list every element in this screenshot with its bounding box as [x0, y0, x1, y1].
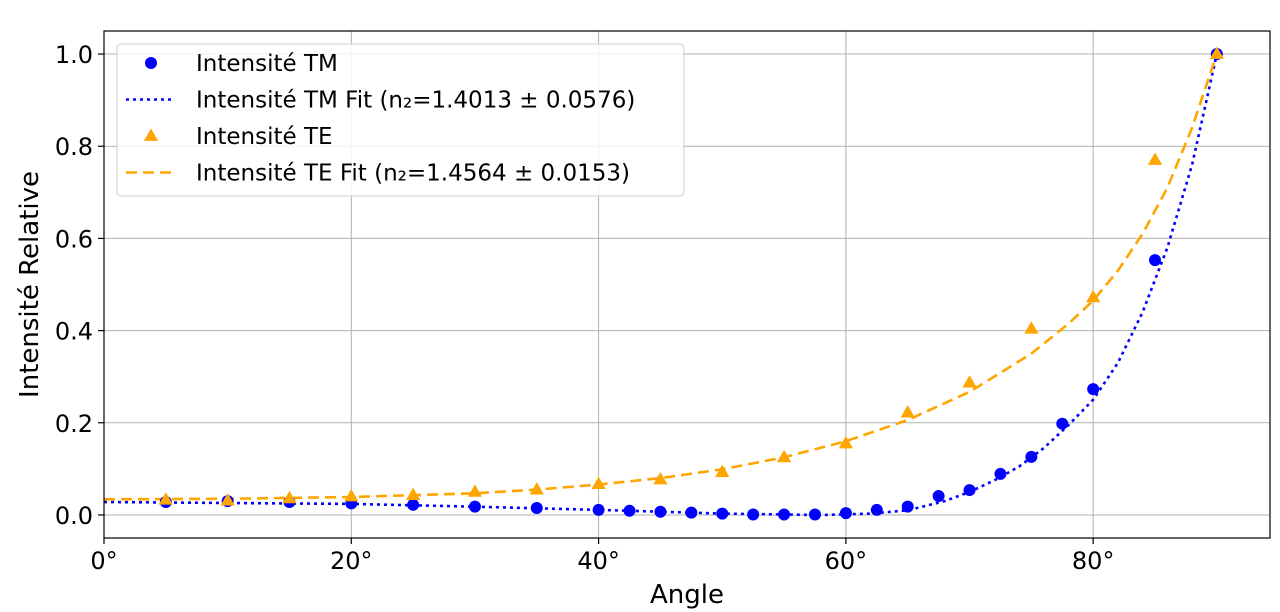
plot-frame — [103, 30, 1271, 539]
data-point — [1209, 46, 1224, 59]
legend-item: Intensité TM — [145, 51, 338, 77]
data-point — [220, 493, 235, 506]
data-point — [1025, 450, 1038, 463]
legend-marker — [143, 128, 159, 141]
data-point — [778, 508, 791, 521]
x-axis-label: Angle — [650, 580, 724, 610]
legend-item: Intensité TE Fit (n₂=1.4564 ± 0.0153) — [126, 161, 630, 187]
series-3 — [103, 53, 1219, 501]
data-point — [715, 464, 730, 477]
x-tick-label: 20° — [330, 547, 373, 575]
data-point — [838, 436, 854, 449]
fit-line — [103, 53, 1219, 517]
data-point — [530, 502, 543, 515]
legend-label: Intensité TM — [196, 51, 338, 77]
data-point — [1087, 383, 1100, 396]
y-tick-label: 1.0 — [55, 41, 93, 69]
data-point — [901, 500, 914, 513]
x-tick-label: 0° — [90, 547, 117, 575]
legend-box — [116, 43, 685, 197]
data-point — [1056, 417, 1069, 430]
legend-item: Intensité TM Fit (n₂=1.4013 ± 0.0576) — [126, 88, 635, 114]
data-point — [405, 487, 421, 501]
data-point — [653, 471, 668, 485]
data-point — [1147, 152, 1163, 165]
data-point — [994, 467, 1007, 480]
y-tick-label: 0.6 — [55, 225, 93, 253]
data-point — [932, 490, 945, 503]
data-point — [962, 375, 977, 388]
data-point — [592, 503, 605, 516]
series-2 — [158, 46, 1224, 506]
y-axis: 0.0 0.2 0.4 0.6 0.8 1.0 — [55, 41, 104, 530]
data-point — [591, 476, 606, 489]
y-tick-label: 0.2 — [55, 410, 93, 438]
legend-label: Intensité TE — [196, 124, 333, 150]
x-tick-label: 40° — [577, 547, 620, 575]
data-point — [407, 498, 420, 511]
legend-label: Intensité TM Fit (n₂=1.4013 ± 0.0576) — [196, 88, 635, 114]
data-point — [716, 507, 729, 520]
x-tick-label: 60° — [825, 547, 868, 575]
data-point — [1086, 289, 1101, 303]
x-axis: 0° 20° 40° 60° 80° — [90, 538, 1114, 575]
y-tick-label: 0.8 — [55, 133, 93, 161]
data-point — [344, 489, 359, 502]
data-point — [468, 500, 481, 513]
fit-line — [103, 53, 1219, 501]
legend-item: Intensité TE — [143, 124, 333, 150]
data-point — [158, 492, 173, 505]
y-tick-label: 0.4 — [55, 318, 93, 346]
data-point — [467, 484, 483, 497]
series-layer — [103, 46, 1224, 521]
data-point — [747, 508, 760, 521]
series-1 — [103, 53, 1219, 517]
data-point — [623, 504, 636, 517]
data-point — [808, 508, 821, 521]
x-tick-label: 80° — [1072, 547, 1115, 575]
y-axis-label: Intensité Relative — [15, 171, 45, 398]
data-point — [282, 490, 297, 504]
y-tick-label: 0.0 — [55, 502, 93, 530]
data-point — [839, 507, 852, 520]
legend-label: Intensité TE Fit (n₂=1.4564 ± 0.0153) — [196, 161, 630, 187]
legend: Intensité TM Intensité TM Fit (n₂=1.4013 … — [116, 43, 685, 197]
data-point — [654, 505, 667, 518]
data-point — [685, 506, 698, 519]
data-point — [963, 484, 976, 497]
data-point — [900, 405, 915, 418]
legend-marker — [145, 57, 157, 69]
data-point — [529, 482, 544, 495]
data-point — [1149, 254, 1162, 267]
data-point — [776, 449, 792, 463]
data-point — [1024, 321, 1039, 334]
data-point — [870, 503, 883, 516]
